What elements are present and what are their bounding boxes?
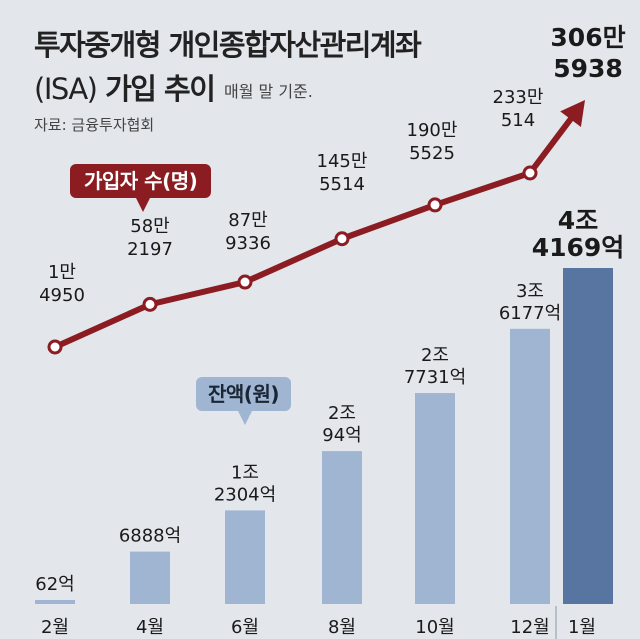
x-axis-label: 1월 [568, 617, 596, 638]
balance-bar-label: 4조 [558, 206, 598, 235]
legend-balance: 잔액(원) [196, 377, 291, 425]
balance-bar [130, 551, 170, 604]
subscribers-point [427, 197, 443, 213]
subscribers-label: 87만 [228, 210, 267, 231]
balance-bar-label: 2조 [421, 345, 449, 366]
balance-bar-label: 6177억 [499, 303, 561, 324]
subscribers-point [334, 231, 350, 247]
subscribers-label: 190만 [407, 120, 458, 141]
balance-bar-label: 2조 [328, 403, 356, 424]
x-axis-label: 10월 [415, 617, 454, 638]
subscribers-label: 514 [501, 110, 535, 131]
subscribers-label: 4950 [39, 285, 85, 306]
balance-bar-label: 62억 [35, 574, 74, 595]
subscribers-label: 9336 [225, 233, 271, 254]
balance-bar-label: 2304억 [214, 484, 276, 505]
x-axis-label: 12월 [510, 617, 549, 638]
source-note: 자료: 금융투자협회 [34, 116, 155, 134]
subscribers-point [522, 165, 538, 181]
subscribers-label: 5525 [409, 143, 455, 164]
chart-subtitle: (ISA) 가입 추이 [34, 66, 216, 108]
subscribers-label: 5938 [553, 54, 623, 83]
legend-subscribers: 가입자 수(명) [70, 164, 212, 212]
subscribers-label: 2197 [127, 239, 173, 260]
balance-bars [35, 268, 613, 604]
basis-note: 매월 말 기준. [224, 82, 313, 101]
subscribers-point [47, 339, 63, 355]
isa-label: (ISA) [34, 72, 98, 106]
subscribers-label: 5514 [319, 174, 365, 195]
subscribers-label: 145만 [317, 151, 368, 172]
balance-bar-labels: 62억6888억1조2304억2조94억2조7731억3조6177억4조4169… [35, 206, 624, 595]
balance-bar [510, 328, 550, 604]
balance-bar [225, 510, 265, 604]
line-arrowhead [560, 100, 585, 127]
x-axis-label: 6월 [231, 617, 259, 638]
chart-title: 투자중개형 개인종합자산관리계좌 [34, 28, 422, 62]
balance-bar-label: 6888억 [119, 526, 181, 547]
subscribers-label: 58만 [130, 216, 169, 237]
subscribers-point [237, 274, 253, 290]
balance-bar [563, 268, 613, 604]
x-axis-label: 8월 [328, 617, 356, 638]
balance-bar-label: 3조 [516, 281, 544, 302]
balance-bar-label: 94억 [322, 425, 361, 446]
balance-bar [415, 393, 455, 604]
balance-bar [322, 451, 362, 604]
subscribers-label: 233만 [493, 87, 544, 108]
balance-bar-label: 7731억 [404, 367, 466, 388]
subtitle-main: 가입 추이 [96, 72, 216, 106]
x-axis-label: 2월 [41, 617, 69, 638]
x-axis-label: 4월 [136, 617, 164, 638]
subscribers-label: 1만 [48, 262, 76, 283]
balance-bar-label: 4169억 [532, 233, 625, 262]
subscribers-point [142, 296, 158, 312]
balance-bar [35, 600, 75, 604]
subscribers-line [47, 100, 585, 355]
subscribers-label: 306만 [550, 23, 625, 52]
x-axis-labels: 2월 4월 6월 8월 10월 12월 1월 [41, 606, 596, 639]
balance-bar-label: 1조 [231, 462, 259, 483]
